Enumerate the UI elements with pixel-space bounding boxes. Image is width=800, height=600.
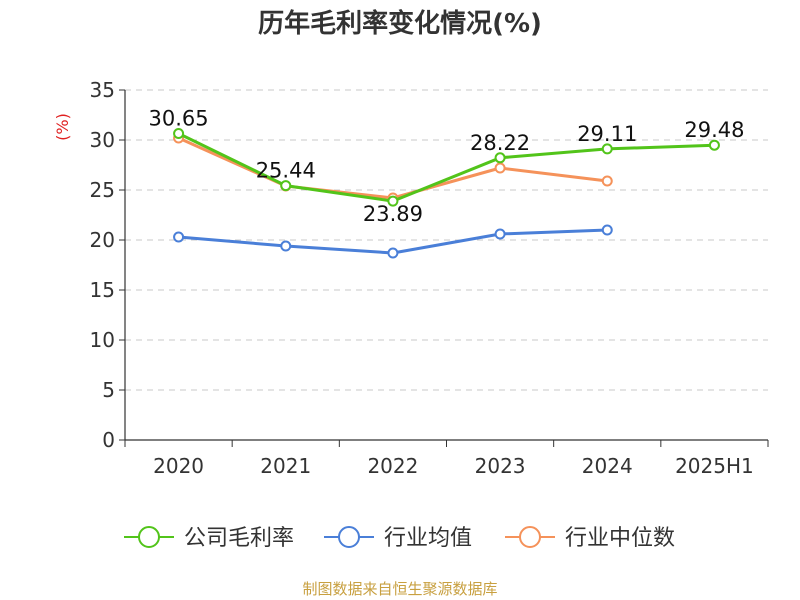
data-point bbox=[708, 139, 720, 151]
x-tick-label: 2020 bbox=[153, 454, 204, 478]
data-label: 25.44 bbox=[256, 159, 316, 183]
data-point bbox=[601, 224, 613, 236]
data-point bbox=[387, 195, 399, 207]
data-point bbox=[280, 240, 292, 252]
source-footer: 制图数据来自恒生聚源数据库 bbox=[302, 580, 497, 598]
data-label: 29.11 bbox=[577, 122, 637, 146]
legend-marker-icon bbox=[519, 526, 541, 548]
data-label: 28.22 bbox=[470, 131, 530, 155]
data-point bbox=[494, 228, 506, 240]
legend-label: 公司毛利率 bbox=[184, 526, 294, 551]
data-point bbox=[494, 162, 506, 174]
data-labels: 30.65 25.44 23.89 28.22 29.11 29.48 bbox=[149, 107, 745, 227]
y-tick-label: 10 bbox=[90, 328, 115, 352]
y-tick-label: 30 bbox=[90, 128, 115, 152]
data-point bbox=[494, 152, 506, 164]
legend-label: 行业中位数 bbox=[565, 526, 675, 551]
y-tick-label: 20 bbox=[90, 228, 115, 252]
y-tick-label: 5 bbox=[102, 378, 115, 402]
data-point bbox=[601, 175, 613, 187]
legend-marker-icon bbox=[138, 526, 160, 548]
legend-item[interactable]: 行业中位数 bbox=[505, 526, 675, 551]
gridlines bbox=[125, 89, 768, 391]
y-tick-label: 15 bbox=[90, 278, 115, 302]
chart-title: 历年毛利率变化情况(%) bbox=[258, 8, 542, 39]
legend[interactable]: 公司毛利率 行业均值 行业中位数 bbox=[124, 526, 675, 551]
series-line bbox=[177, 136, 608, 200]
data-label: 30.65 bbox=[149, 107, 209, 131]
legend-label: 行业均值 bbox=[384, 526, 472, 551]
data-point bbox=[173, 128, 185, 139]
legend-marker-icon bbox=[338, 526, 360, 548]
legend-item[interactable]: 公司毛利率 bbox=[124, 526, 294, 551]
data-point bbox=[280, 180, 292, 192]
data-point bbox=[601, 143, 613, 155]
x-tick-label: 2021 bbox=[260, 454, 311, 478]
series-line bbox=[177, 132, 715, 203]
x-tick-label: 2022 bbox=[367, 454, 418, 478]
data-point bbox=[173, 231, 185, 243]
x-tick-label: 2023 bbox=[475, 454, 526, 478]
y-tick-label: 25 bbox=[90, 178, 115, 202]
y-tick-label: 0 bbox=[102, 428, 115, 452]
x-tick-label: 2025H1 bbox=[675, 454, 754, 478]
y-axis-label: (%) bbox=[53, 113, 72, 141]
data-point bbox=[387, 247, 399, 259]
axes: 0 5 10 15 20 25 30 35 2020 2021 2022 2023 2024 2025H1 bbox=[90, 78, 769, 478]
data-label: 29.48 bbox=[684, 118, 744, 142]
x-tick-label: 2024 bbox=[582, 454, 633, 478]
data-label: 23.89 bbox=[363, 202, 423, 226]
y-tick-label: 35 bbox=[90, 78, 115, 102]
series-layer bbox=[173, 128, 720, 259]
legend-item[interactable]: 行业均值 bbox=[324, 526, 472, 551]
